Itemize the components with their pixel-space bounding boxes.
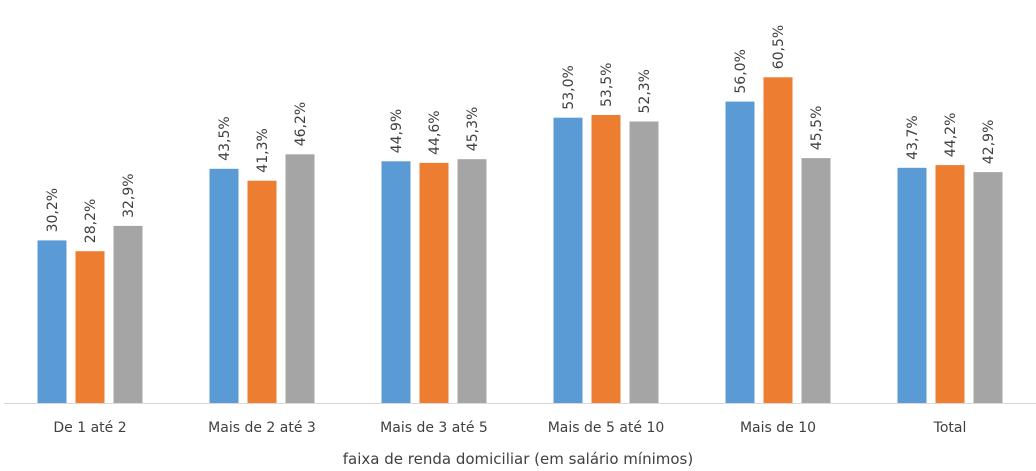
bar: [973, 172, 1003, 403]
data-label: 60,5%: [771, 25, 787, 69]
data-label: 46,2%: [293, 102, 309, 146]
data-label: 28,2%: [83, 199, 99, 243]
tick-labels-layer: De 1 até 2 Mais de 2 até 3 Mais de 3 até 5…: [53, 420, 966, 436]
bar: [763, 77, 793, 404]
bar: [75, 251, 105, 403]
category-tick-label: Mais de 3 até 5: [380, 420, 488, 436]
bar: [591, 115, 621, 403]
bar: [553, 117, 583, 403]
data-label: 32,9%: [121, 173, 137, 217]
category-tick-label: Total: [933, 420, 967, 436]
data-label: 43,7%: [905, 115, 921, 159]
data-label: 44,9%: [389, 109, 405, 153]
bar: [247, 180, 277, 403]
bar: [381, 161, 411, 403]
data-label: 53,5%: [599, 63, 615, 107]
data-label: 44,6%: [427, 110, 443, 154]
bar: [37, 240, 67, 403]
category-tick-label: Mais de 5 até 10: [548, 420, 665, 436]
data-label: 42,9%: [981, 120, 997, 164]
data-labels-layer: 30,2% 28,2% 32,9% 43,5% 41,3% 46,2% 44,9% 44,6%…: [45, 25, 997, 243]
data-label: 45,3%: [465, 107, 481, 151]
data-label: 44,2%: [943, 113, 959, 157]
data-label: 41,3%: [255, 128, 271, 172]
data-label: 43,5%: [217, 116, 233, 160]
bar: [457, 159, 487, 403]
data-label: 53,0%: [561, 65, 577, 109]
bar: [935, 165, 965, 403]
bar: [629, 121, 659, 403]
bar: [285, 154, 315, 403]
bar: [725, 101, 755, 403]
bar: [801, 158, 831, 403]
bar: [209, 168, 239, 403]
data-label: 30,2%: [45, 188, 61, 232]
data-label: 52,3%: [637, 69, 653, 113]
x-axis-title: faixa de renda domiciliar (em salário mí…: [343, 450, 693, 468]
bar: [113, 225, 143, 403]
category-tick-label: De 1 até 2: [53, 420, 126, 436]
bars-layer: [37, 77, 1003, 404]
bar: [419, 162, 449, 403]
category-tick-label: Mais de 2 até 3: [208, 420, 316, 436]
bar: [897, 167, 927, 403]
data-label: 56,0%: [733, 49, 749, 93]
data-label: 45,5%: [809, 106, 825, 150]
category-tick-label: Mais de 10: [740, 420, 816, 436]
